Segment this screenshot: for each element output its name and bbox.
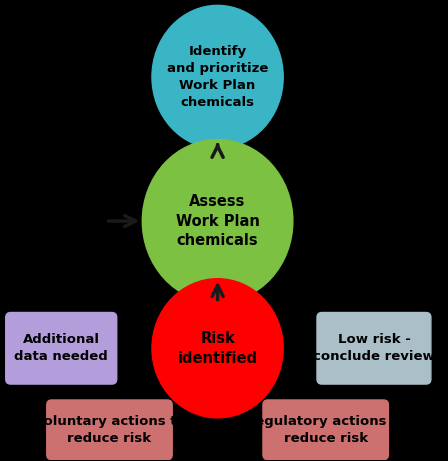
Ellipse shape	[152, 6, 283, 148]
Text: Risk
identified: Risk identified	[177, 331, 258, 366]
Ellipse shape	[152, 279, 283, 418]
Ellipse shape	[142, 140, 293, 302]
Text: Voluntary actions to
reduce risk: Voluntary actions to reduce risk	[34, 415, 185, 445]
FancyBboxPatch shape	[47, 400, 172, 460]
FancyBboxPatch shape	[263, 400, 388, 460]
Text: Regulatory actions to
reduce risk: Regulatory actions to reduce risk	[245, 415, 406, 445]
Text: Additional
data needed: Additional data needed	[14, 333, 108, 363]
Text: Assess
Work Plan
chemicals: Assess Work Plan chemicals	[176, 194, 259, 248]
Text: Low risk -
conclude review: Low risk - conclude review	[313, 333, 435, 363]
FancyBboxPatch shape	[6, 313, 117, 384]
Text: Identify
and prioritize
Work Plan
chemicals: Identify and prioritize Work Plan chemic…	[167, 45, 268, 109]
FancyBboxPatch shape	[317, 313, 431, 384]
